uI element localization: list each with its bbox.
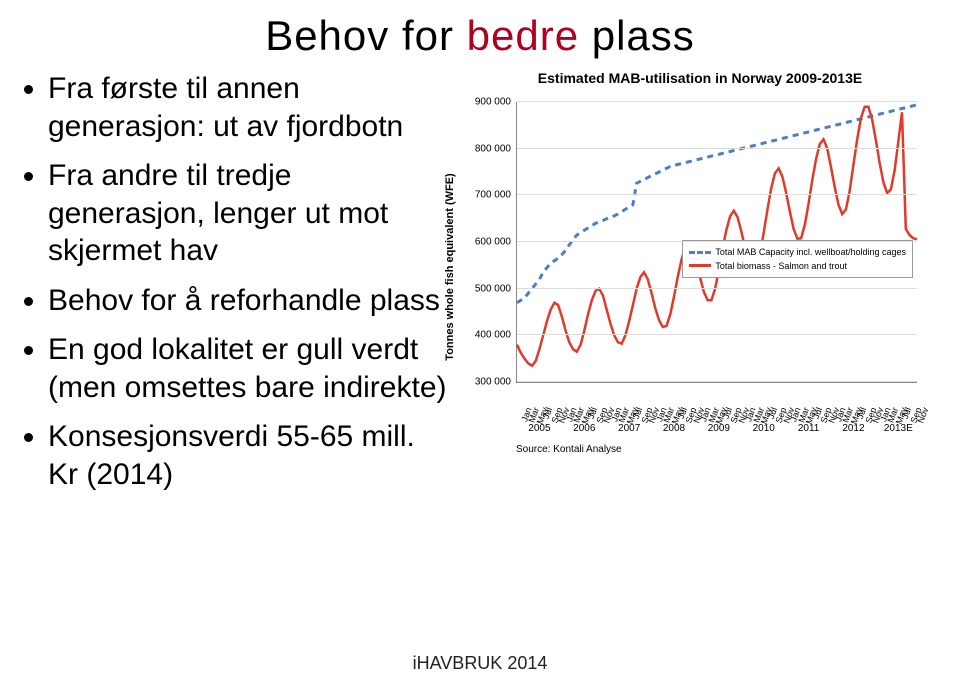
xyear-label: 2008 — [663, 423, 685, 434]
xyear-label: 2011 — [798, 423, 820, 434]
xyear-label: 2013E — [884, 423, 913, 434]
bullet-item: En god lokalitet er gull verdt (men omse… — [48, 331, 450, 406]
xyear-label: 2006 — [573, 423, 595, 434]
bullet-item: Fra andre til tredje generasjon, lenger … — [48, 157, 450, 270]
chart-ylabel: Tonnes whole fish equivalent (WFE) — [444, 173, 456, 360]
xyear-label: 2012 — [842, 423, 864, 434]
page-title: Behov for bedre plass — [0, 12, 960, 60]
ytick-label: 900 000 — [467, 97, 511, 108]
chart-plot: Total MAB Capacity incl. wellboat/holdin… — [516, 102, 917, 383]
footer-text: iHAVBRUK 2014 — [413, 653, 548, 674]
bullet-item: Behov for å reforhandle plass — [48, 282, 450, 320]
ytick-label: 500 000 — [467, 283, 511, 294]
chart-wrap: Tonnes whole fish equivalent (WFE) Total… — [460, 92, 930, 442]
legend-swatch-red — [689, 264, 711, 267]
ytick-label: 600 000 — [467, 237, 511, 248]
legend-swatch-blue — [689, 251, 711, 254]
legend-label-blue: Total MAB Capacity incl. wellboat/holdin… — [715, 246, 906, 259]
bullet-list: Fra første til annen generasjon: ut av f… — [20, 70, 450, 505]
xyear-label: 2007 — [618, 423, 640, 434]
ytick-label: 700 000 — [467, 190, 511, 201]
bullet-item: Konsesjonsverdi 55-65 mill. Kr (2014) — [48, 418, 450, 493]
chart-source: Source: Kontali Analyse — [516, 444, 940, 455]
title-word-1: Behov for — [265, 12, 454, 59]
ytick-label: 800 000 — [467, 143, 511, 154]
legend-row-red: Total biomass - Salmon and trout — [689, 260, 906, 273]
ytick-label: 300 000 — [467, 377, 511, 388]
legend-row-blue: Total MAB Capacity incl. wellboat/holdin… — [689, 246, 906, 259]
chart-title: Estimated MAB-utilisation in Norway 2009… — [460, 70, 940, 86]
xyear-label: 2009 — [708, 423, 730, 434]
title-word-2: bedre — [467, 12, 579, 59]
content-row: Fra første til annen generasjon: ut av f… — [0, 70, 960, 505]
xyear-label: 2010 — [753, 423, 775, 434]
xyear-label: 2005 — [528, 423, 550, 434]
ytick-label: 400 000 — [467, 330, 511, 341]
legend-label-red: Total biomass - Salmon and trout — [715, 260, 847, 273]
bullet-item: Fra første til annen generasjon: ut av f… — [48, 70, 450, 145]
chart-legend: Total MAB Capacity incl. wellboat/holdin… — [682, 240, 913, 278]
title-word-3: plass — [592, 12, 695, 59]
chart-column: Estimated MAB-utilisation in Norway 2009… — [450, 70, 940, 505]
